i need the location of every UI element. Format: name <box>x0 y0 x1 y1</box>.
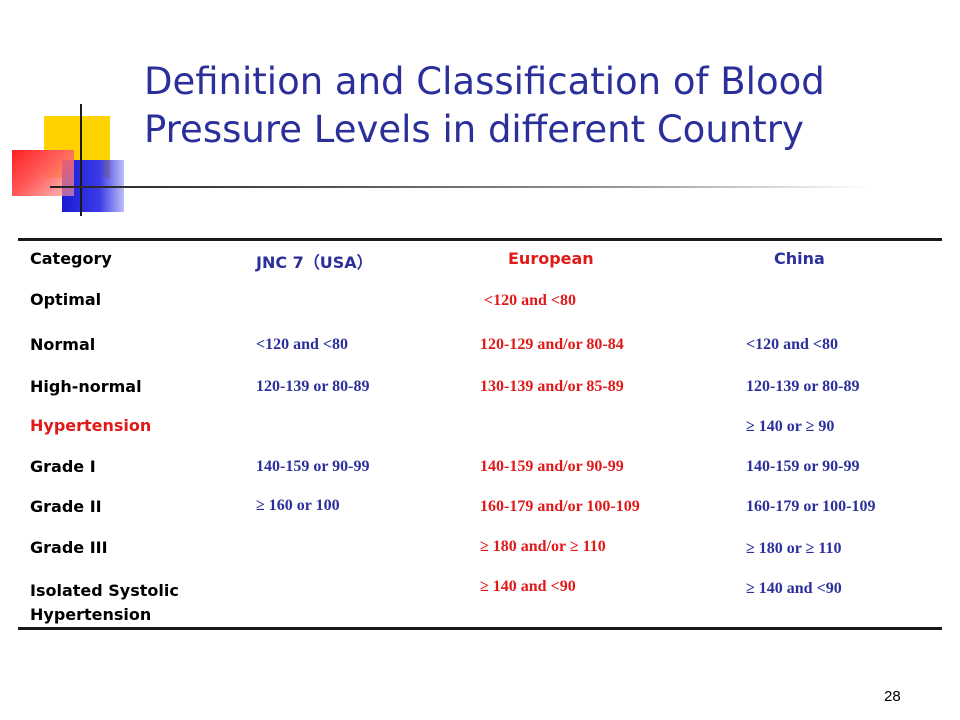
row-label-isolated-systolic-hypertension: Isolated Systolic Hypertension <box>30 581 179 624</box>
cell-china-high-normal: 120-139 or 80-89 <box>746 378 860 395</box>
row-label-hypertension: Hypertension <box>30 416 152 435</box>
cell-european-optimal: <120 and <80 <box>484 292 577 309</box>
cell-european-normal: 120-129 and/or 80-84 <box>480 336 624 353</box>
header-jnc7: JNC 7（USA） <box>256 253 373 272</box>
row-label-grade-2: Grade II <box>30 497 102 516</box>
header-european: European <box>508 249 594 268</box>
cell-china-grade-1: 140-159 or 90-99 <box>746 458 860 475</box>
decorative-vertical-line <box>80 104 82 216</box>
row-label-high-normal: High-normal <box>30 377 142 396</box>
page-title: Definition and Classification of Blood P… <box>144 60 825 151</box>
cell-european-grade-3: ≥ 180 and/or ≥ 110 <box>480 538 606 555</box>
table-top-rule <box>18 238 942 241</box>
row-label-grade-3: Grade III <box>30 538 108 557</box>
cell-jnc7-grade-1: 140-159 or 90-99 <box>256 458 370 475</box>
cell-china-grade-3: ≥ 180 or ≥ 110 <box>746 540 842 557</box>
title-underline <box>50 186 870 188</box>
decorative-red-square <box>12 150 74 196</box>
row-label-normal: Normal <box>30 335 96 354</box>
cell-jnc7-grade-2: ≥ 160 or 100 <box>256 497 340 514</box>
cell-china-grade-2: 160-179 or 100-109 <box>746 498 876 515</box>
cell-jnc7-normal: <120 and <80 <box>256 336 349 353</box>
cell-european-grade-2: 160-179 and/or 100-109 <box>480 498 640 515</box>
header-china: China <box>774 249 825 268</box>
table-bottom-rule <box>18 627 942 630</box>
row-label-grade-1: Grade I <box>30 457 96 476</box>
header-category: Category <box>30 249 112 268</box>
cell-european-high-normal: 130-139 and/or 85-89 <box>480 378 624 395</box>
row-label-optimal: Optimal <box>30 290 102 309</box>
cell-china-isolated-systolic: ≥ 140 and <90 <box>746 580 842 597</box>
slide-number: 28 <box>884 688 901 705</box>
cell-china-hypertension: ≥ 140 or ≥ 90 <box>746 418 835 435</box>
cell-european-grade-1: 140-159 and/or 90-99 <box>480 458 624 475</box>
cell-jnc7-high-normal: 120-139 or 80-89 <box>256 378 370 395</box>
cell-china-normal: <120 and <80 <box>746 336 839 353</box>
cell-european-isolated-systolic: ≥ 140 and <90 <box>480 578 576 595</box>
